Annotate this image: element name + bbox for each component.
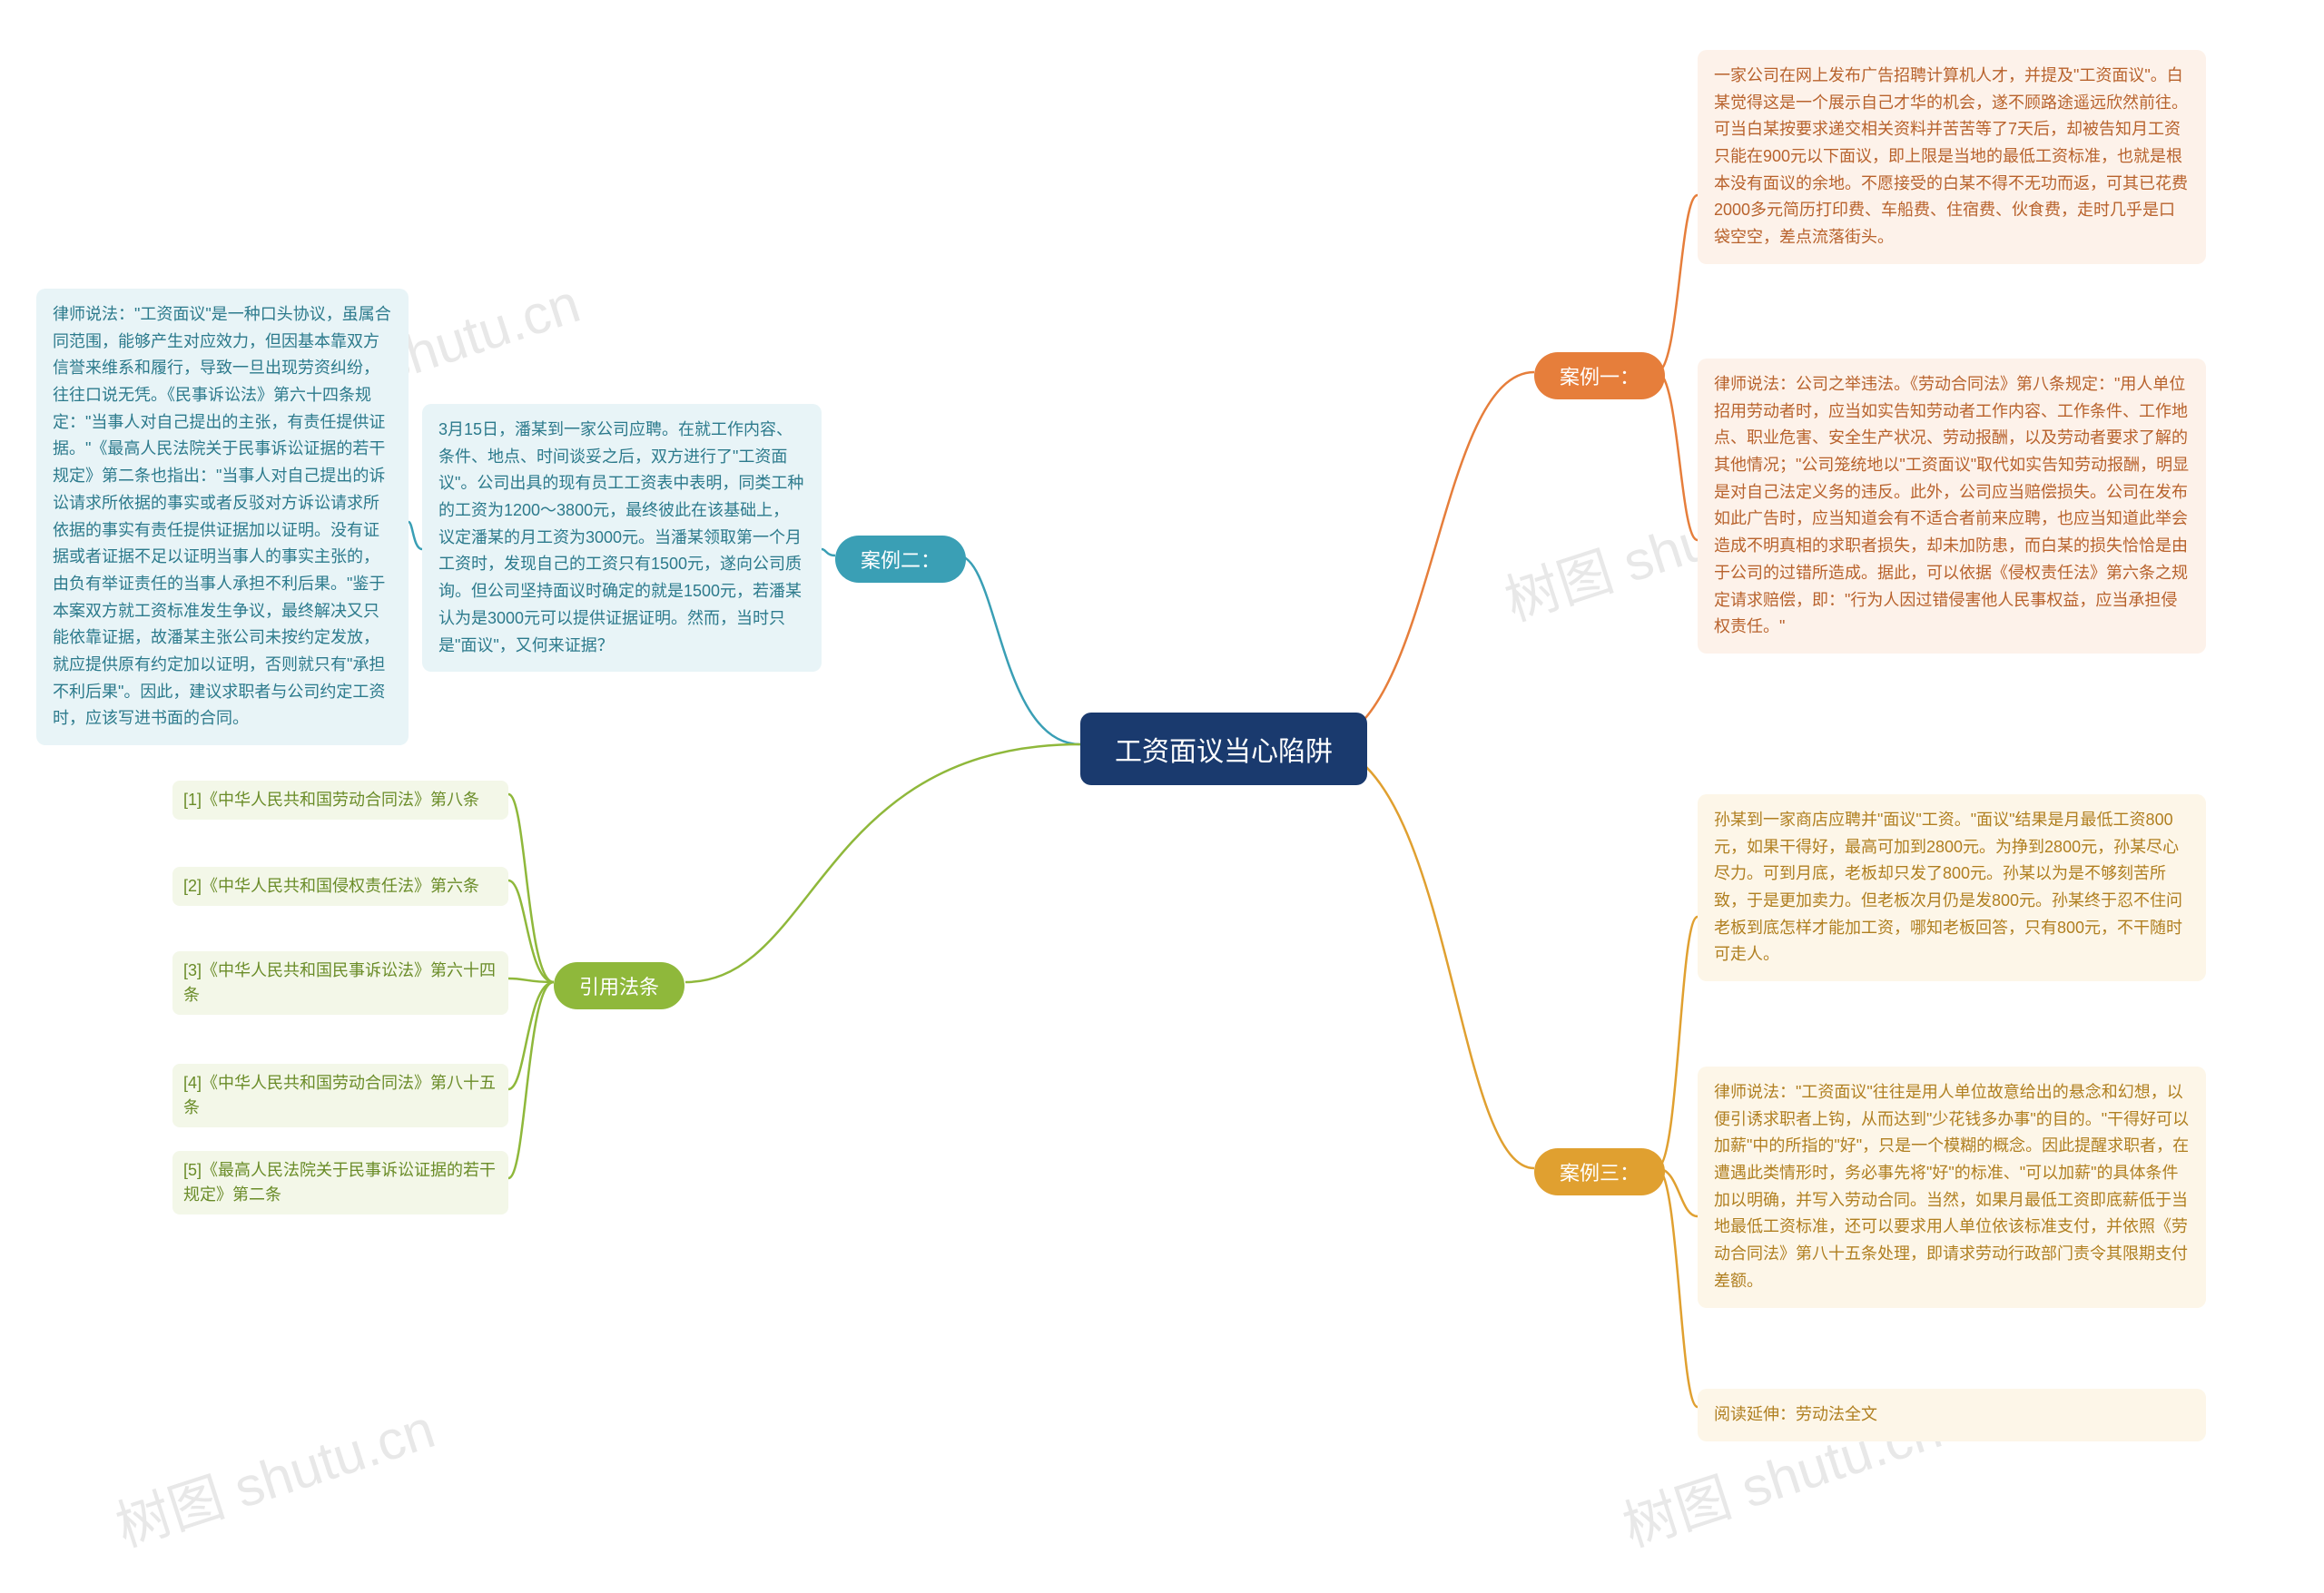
leaf-case2-body1: 3月15日，潘某到一家公司应聘。在就工作内容、条件、地点、时间谈妥之后，双方进行…: [422, 404, 822, 672]
leaf-law-4: [4]《中华人民共和国劳动合同法》第八十五条: [172, 1064, 508, 1127]
leaf-law-5: [5]《最高人民法院关于民事诉讼证据的若干规定》第二条: [172, 1151, 508, 1214]
branch-laws[interactable]: 引用法条: [554, 962, 684, 1009]
leaf-case3-body1: 孙某到一家商店应聘并"面议"工资。"面议"结果是月最低工资800元，如果干得好，…: [1698, 794, 2206, 981]
branch-case1[interactable]: 案例一：: [1534, 352, 1665, 399]
leaf-case3-body3: 阅读延伸：劳动法全文: [1698, 1389, 2206, 1441]
watermark: 树图 shutu.cn: [104, 1385, 443, 1562]
leaf-case1-body2: 律师说法：公司之举违法。《劳动合同法》第八条规定："用人单位招用劳动者时，应当如…: [1698, 359, 2206, 654]
branch-case2[interactable]: 案例二：: [835, 536, 966, 583]
leaf-case2-body2: 律师说法："工资面议"是一种口头协议，虽属合同范围，能够产生对应效力，但因基本靠…: [36, 289, 409, 745]
leaf-case1-body1: 一家公司在网上发布广告招聘计算机人才，并提及"工资面议"。白某觉得这是一个展示自…: [1698, 50, 2206, 264]
branch-case3[interactable]: 案例三：: [1534, 1148, 1665, 1195]
leaf-law-3: [3]《中华人民共和国民事诉讼法》第六十四条: [172, 951, 508, 1015]
root-node[interactable]: 工资面议当心陷阱: [1080, 713, 1367, 785]
leaf-law-1: [1]《中华人民共和国劳动合同法》第八条: [172, 781, 508, 820]
leaf-law-2: [2]《中华人民共和国侵权责任法》第六条: [172, 867, 508, 906]
leaf-case3-body2: 律师说法："工资面议"往往是用人单位故意给出的悬念和幻想，以便引诱求职者上钩，从…: [1698, 1067, 2206, 1308]
